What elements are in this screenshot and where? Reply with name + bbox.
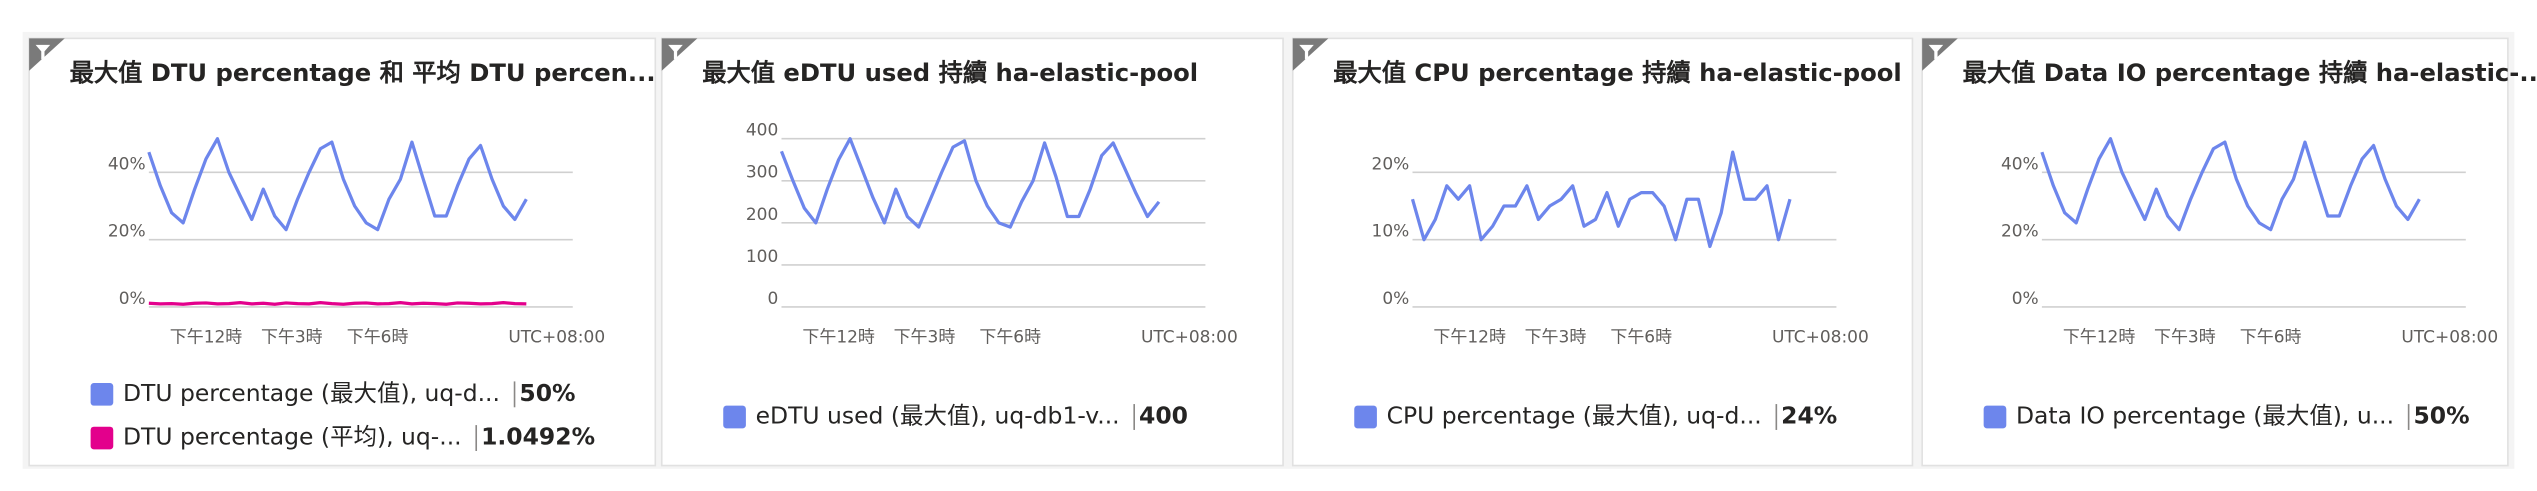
tile-title: 最大值 Data IO percentage 持續 ha-elastic-... [1963,58,2537,87]
legend-summary: 50% [519,379,575,407]
series-line [1410,150,1792,249]
legend-name[interactable]: eDTU used (最大值), uq-db1-v... [756,402,1120,430]
series-line [147,137,528,232]
tile[interactable] [660,37,1284,467]
x-tick-label: 下午3時 [2154,328,2216,348]
y-tick-label: 0% [1382,289,1409,309]
series-line [779,137,1161,229]
y-tick-label: 300 [746,163,778,183]
legend-name[interactable]: Data IO percentage (最大值), u... [2016,402,2394,430]
y-tick-label: 400 [746,121,778,141]
legend-summary: 400 [1139,402,1188,430]
legend-swatch[interactable] [723,405,746,429]
filter-glyph [668,44,683,60]
y-tick-label: 0% [119,289,146,309]
y-tick-label: 20% [2001,222,2039,242]
legend-swatch[interactable] [90,383,114,406]
x-tick-label: 下午12時 [1433,328,1506,348]
x-axis-note: UTC+08:00 [508,328,605,348]
y-tick-label: 40% [2001,154,2039,174]
y-tick-label: 0 [767,289,778,309]
legend-name[interactable]: DTU percentage (平均), uq-... [123,423,462,451]
x-tick-label: 下午3時 [894,328,956,348]
x-axis-note: UTC+08:00 [2401,328,2498,348]
filter-glyph [35,44,51,60]
tile-title: 最大值 eDTU used 持續 ha-elastic-pool [702,58,1198,87]
x-axis-note: UTC+08:00 [1772,328,1869,348]
x-tick-label: 下午6時 [979,328,1041,348]
y-tick-label: 10% [1372,222,1410,242]
legend-summary: 50% [2413,402,2469,430]
x-tick-label: 下午6時 [347,328,409,348]
filter-glyph [1299,44,1314,60]
x-tick-label: 下午3時 [1525,328,1587,348]
y-tick-label: 40% [108,154,146,174]
tile-title: 最大值 DTU percentage 和 平均 DTU percen... [70,58,656,87]
filter-glyph [1928,44,1944,60]
y-tick-label: 20% [108,222,146,242]
y-tick-label: 200 [746,205,778,225]
legend-name[interactable]: CPU percentage (最大值), uq-d... [1387,402,1762,430]
tile-title: 最大值 CPU percentage 持續 ha-elastic-pool [1333,58,1901,87]
y-tick-label: 0% [2012,289,2039,309]
x-tick-label: 下午12時 [802,328,875,348]
x-tick-label: 下午6時 [2240,328,2302,348]
x-axis-note: UTC+08:00 [1141,328,1238,348]
series-line [148,300,527,306]
legend-swatch[interactable] [90,426,114,450]
tile[interactable] [1921,37,2509,467]
legend-swatch[interactable] [1354,405,1377,429]
x-tick-label: 下午12時 [2063,328,2136,348]
tile[interactable] [1291,37,1914,467]
legend-summary: 1.0492% [481,423,595,451]
x-tick-label: 下午12時 [170,328,243,348]
legend-swatch[interactable] [1983,405,2007,429]
x-tick-label: 下午3時 [261,328,323,348]
y-tick-label: 100 [746,247,778,267]
legend-summary: 24% [1781,402,1837,430]
legend-name[interactable]: DTU percentage (最大值), uq-d... [123,379,500,407]
y-tick-label: 20% [1372,154,1410,174]
tile[interactable] [28,37,657,467]
x-tick-label: 下午6時 [1610,328,1672,348]
series-line [2040,137,2421,232]
